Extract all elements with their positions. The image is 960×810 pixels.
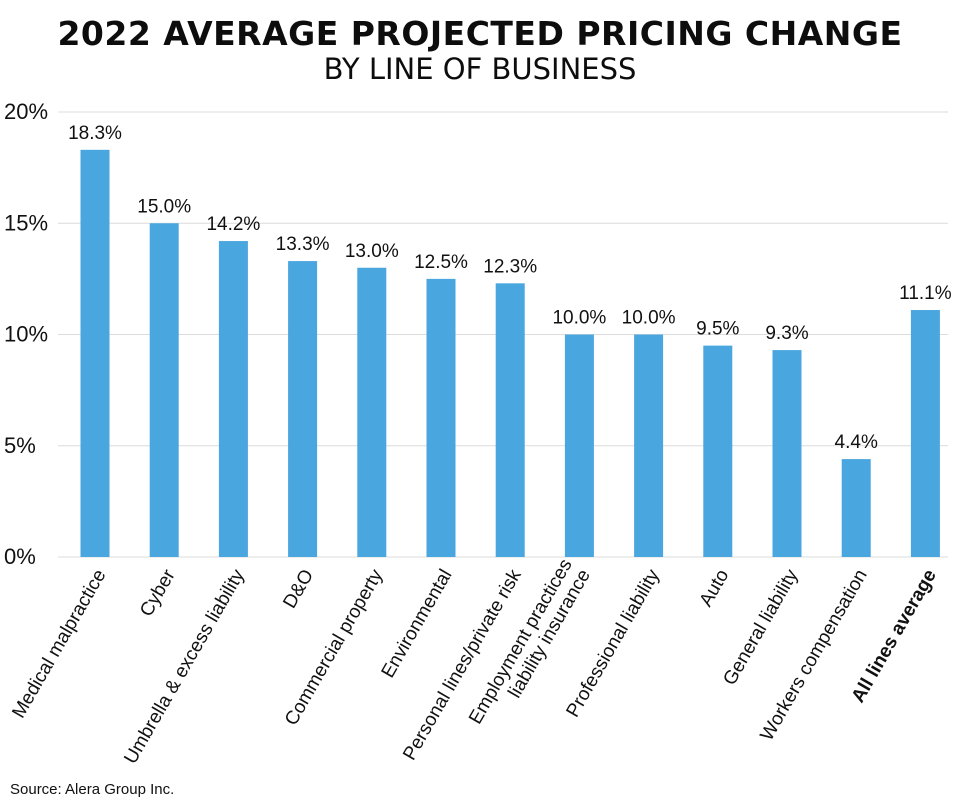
x-tick-label: D&O — [279, 566, 318, 612]
data-label: 4.4% — [835, 432, 878, 453]
bar — [634, 334, 664, 557]
chart-subtitle: BY LINE OF BUSINESS — [323, 52, 637, 86]
bar — [218, 241, 248, 558]
chart-title: 2022 AVERAGE PROJECTED PRICING CHANGE — [57, 14, 903, 53]
x-tick-label-line: General liability — [719, 566, 802, 689]
x-tick-label: Medical malpractice — [8, 566, 110, 722]
x-tick-label-line: Environmental — [378, 566, 457, 682]
y-tick-label: 20% — [4, 99, 48, 124]
data-label: 12.5% — [414, 252, 468, 273]
x-tick-label: Environmental — [378, 566, 457, 682]
data-label: 10.0% — [552, 308, 606, 329]
bar — [357, 267, 387, 557]
y-tick-label: 15% — [4, 210, 48, 235]
bar — [288, 261, 318, 557]
x-tick-label: General liability — [719, 566, 802, 689]
data-label: 13.3% — [276, 234, 330, 255]
x-tick-label: Cyber — [136, 565, 180, 620]
data-label: 18.3% — [68, 123, 122, 144]
x-tick-label-line: Auto — [696, 566, 734, 610]
data-label: 10.0% — [622, 308, 676, 329]
data-label: 11.1% — [899, 283, 952, 304]
data-label: 13.0% — [345, 241, 399, 262]
data-label: 14.2% — [206, 214, 260, 235]
bar — [495, 283, 525, 557]
bar — [564, 334, 594, 557]
x-tick-label: Umbrella & excess liability — [120, 566, 249, 768]
data-label: 15.0% — [137, 196, 191, 217]
bar — [772, 350, 802, 557]
bar — [703, 345, 733, 557]
data-label: 12.3% — [483, 256, 537, 277]
y-tick-label: 0% — [4, 544, 36, 569]
bar — [841, 459, 871, 557]
bar — [426, 278, 456, 557]
x-tick-label-line: D&O — [279, 566, 318, 612]
bar — [149, 223, 179, 557]
bar — [910, 310, 940, 557]
x-tick-label-line: Medical malpractice — [8, 566, 110, 722]
x-tick-label-line: Umbrella & excess liability — [120, 566, 249, 768]
data-label: 9.5% — [696, 319, 739, 340]
bar — [80, 149, 110, 557]
y-tick-label: 5% — [4, 433, 36, 458]
x-tick-label-line: Cyber — [136, 565, 180, 620]
x-tick-label: Auto — [696, 566, 734, 610]
source-note: Source: Alera Group Inc. — [10, 781, 175, 798]
data-label: 9.3% — [765, 323, 808, 344]
y-tick-label: 10% — [4, 322, 48, 347]
